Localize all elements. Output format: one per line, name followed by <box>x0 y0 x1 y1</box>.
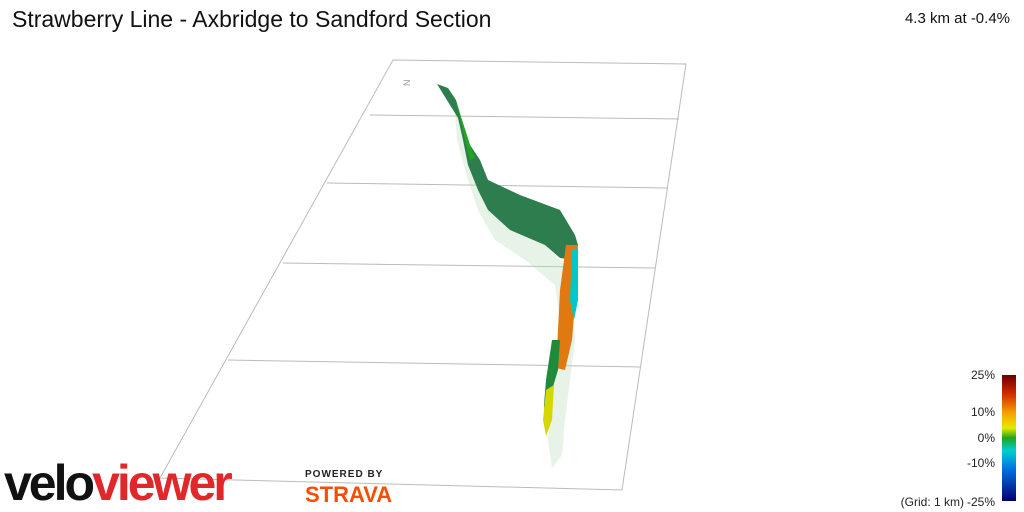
summary: 4.3 km at -0.4% <box>905 10 1010 27</box>
grid-note: (Grid: 1 km) <box>901 495 964 509</box>
powered-by: POWERED BY <box>305 469 383 480</box>
legend-tick: 0% <box>978 431 996 445</box>
legend-tick: 10% <box>971 405 995 419</box>
logo: veloviewer <box>4 455 232 511</box>
grid <box>159 59 687 491</box>
legend-tick: -10% <box>967 456 995 470</box>
strava: STRAVA <box>305 482 392 507</box>
compass: N <box>402 80 412 87</box>
legend-tick: 25% <box>971 368 995 382</box>
color-bar <box>1002 375 1016 501</box>
title: Strawberry Line - Axbridge to Sandford S… <box>12 6 491 32</box>
route-ribbon <box>437 84 578 436</box>
legend-tick: -25% <box>967 495 995 509</box>
